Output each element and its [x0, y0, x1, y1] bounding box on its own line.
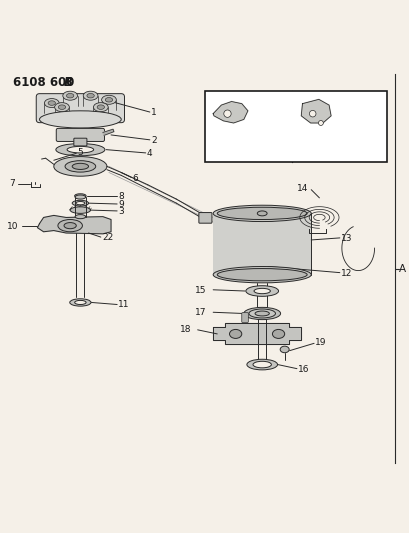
Text: 22: 22: [102, 233, 113, 243]
Text: 10: 10: [7, 222, 18, 231]
Ellipse shape: [66, 93, 74, 98]
Ellipse shape: [67, 147, 93, 153]
Ellipse shape: [213, 266, 310, 283]
Text: 21: 21: [239, 131, 250, 140]
Text: 16: 16: [297, 365, 309, 374]
Ellipse shape: [39, 111, 121, 128]
Ellipse shape: [252, 361, 271, 368]
FancyBboxPatch shape: [241, 313, 248, 322]
Ellipse shape: [257, 211, 266, 216]
Text: 5: 5: [77, 148, 83, 157]
Text: A: A: [398, 263, 405, 273]
FancyBboxPatch shape: [36, 94, 124, 123]
FancyBboxPatch shape: [213, 213, 310, 274]
Text: 19: 19: [315, 338, 326, 348]
FancyBboxPatch shape: [74, 138, 87, 146]
Ellipse shape: [72, 200, 88, 206]
Polygon shape: [213, 101, 247, 123]
Text: 6108 600: 6108 600: [13, 77, 74, 90]
Ellipse shape: [70, 299, 91, 306]
Ellipse shape: [245, 286, 278, 296]
Ellipse shape: [97, 105, 104, 109]
Polygon shape: [213, 324, 300, 344]
Ellipse shape: [74, 301, 86, 304]
Ellipse shape: [54, 103, 69, 111]
Text: 13: 13: [340, 234, 352, 243]
Text: 3: 3: [118, 207, 124, 216]
Text: 17: 17: [194, 308, 206, 317]
Ellipse shape: [44, 99, 59, 108]
Ellipse shape: [70, 207, 90, 213]
Ellipse shape: [54, 157, 107, 176]
Text: 14: 14: [296, 183, 308, 192]
Text: 6: 6: [133, 174, 138, 183]
Ellipse shape: [56, 143, 105, 156]
Bar: [204, 91, 386, 163]
FancyBboxPatch shape: [198, 213, 211, 223]
Text: 7: 7: [9, 180, 15, 189]
Ellipse shape: [105, 98, 112, 102]
Text: 2: 2: [151, 136, 156, 145]
Ellipse shape: [243, 308, 280, 320]
Ellipse shape: [101, 95, 116, 104]
Ellipse shape: [72, 163, 88, 169]
Text: 9: 9: [118, 200, 124, 209]
Ellipse shape: [279, 346, 288, 353]
Ellipse shape: [217, 269, 306, 281]
Text: 20: 20: [294, 91, 305, 100]
Ellipse shape: [64, 223, 76, 229]
Ellipse shape: [75, 195, 85, 199]
Ellipse shape: [48, 101, 55, 106]
Ellipse shape: [318, 120, 323, 125]
Polygon shape: [37, 215, 111, 234]
Ellipse shape: [246, 359, 277, 370]
Ellipse shape: [254, 288, 270, 294]
Text: 4: 4: [146, 149, 152, 158]
Ellipse shape: [58, 220, 82, 232]
Ellipse shape: [58, 105, 65, 109]
Text: B: B: [64, 77, 73, 90]
Ellipse shape: [229, 329, 241, 338]
Ellipse shape: [217, 207, 306, 220]
Text: 8: 8: [118, 192, 124, 201]
FancyBboxPatch shape: [56, 128, 104, 141]
Ellipse shape: [76, 201, 85, 205]
Polygon shape: [301, 99, 330, 123]
Text: 1: 1: [151, 108, 156, 117]
Ellipse shape: [223, 110, 231, 117]
Text: 18: 18: [179, 325, 191, 334]
Text: 11: 11: [118, 301, 130, 310]
Ellipse shape: [63, 91, 77, 100]
Text: 15: 15: [194, 286, 206, 295]
Ellipse shape: [309, 110, 315, 117]
Ellipse shape: [254, 311, 269, 316]
Ellipse shape: [248, 309, 275, 318]
Ellipse shape: [74, 194, 86, 198]
Ellipse shape: [272, 329, 284, 338]
Ellipse shape: [93, 103, 108, 111]
Ellipse shape: [87, 93, 94, 98]
Ellipse shape: [83, 91, 98, 100]
Text: 12: 12: [340, 269, 352, 278]
Ellipse shape: [213, 205, 310, 222]
Polygon shape: [103, 129, 114, 135]
Ellipse shape: [65, 160, 95, 172]
Ellipse shape: [75, 215, 85, 219]
